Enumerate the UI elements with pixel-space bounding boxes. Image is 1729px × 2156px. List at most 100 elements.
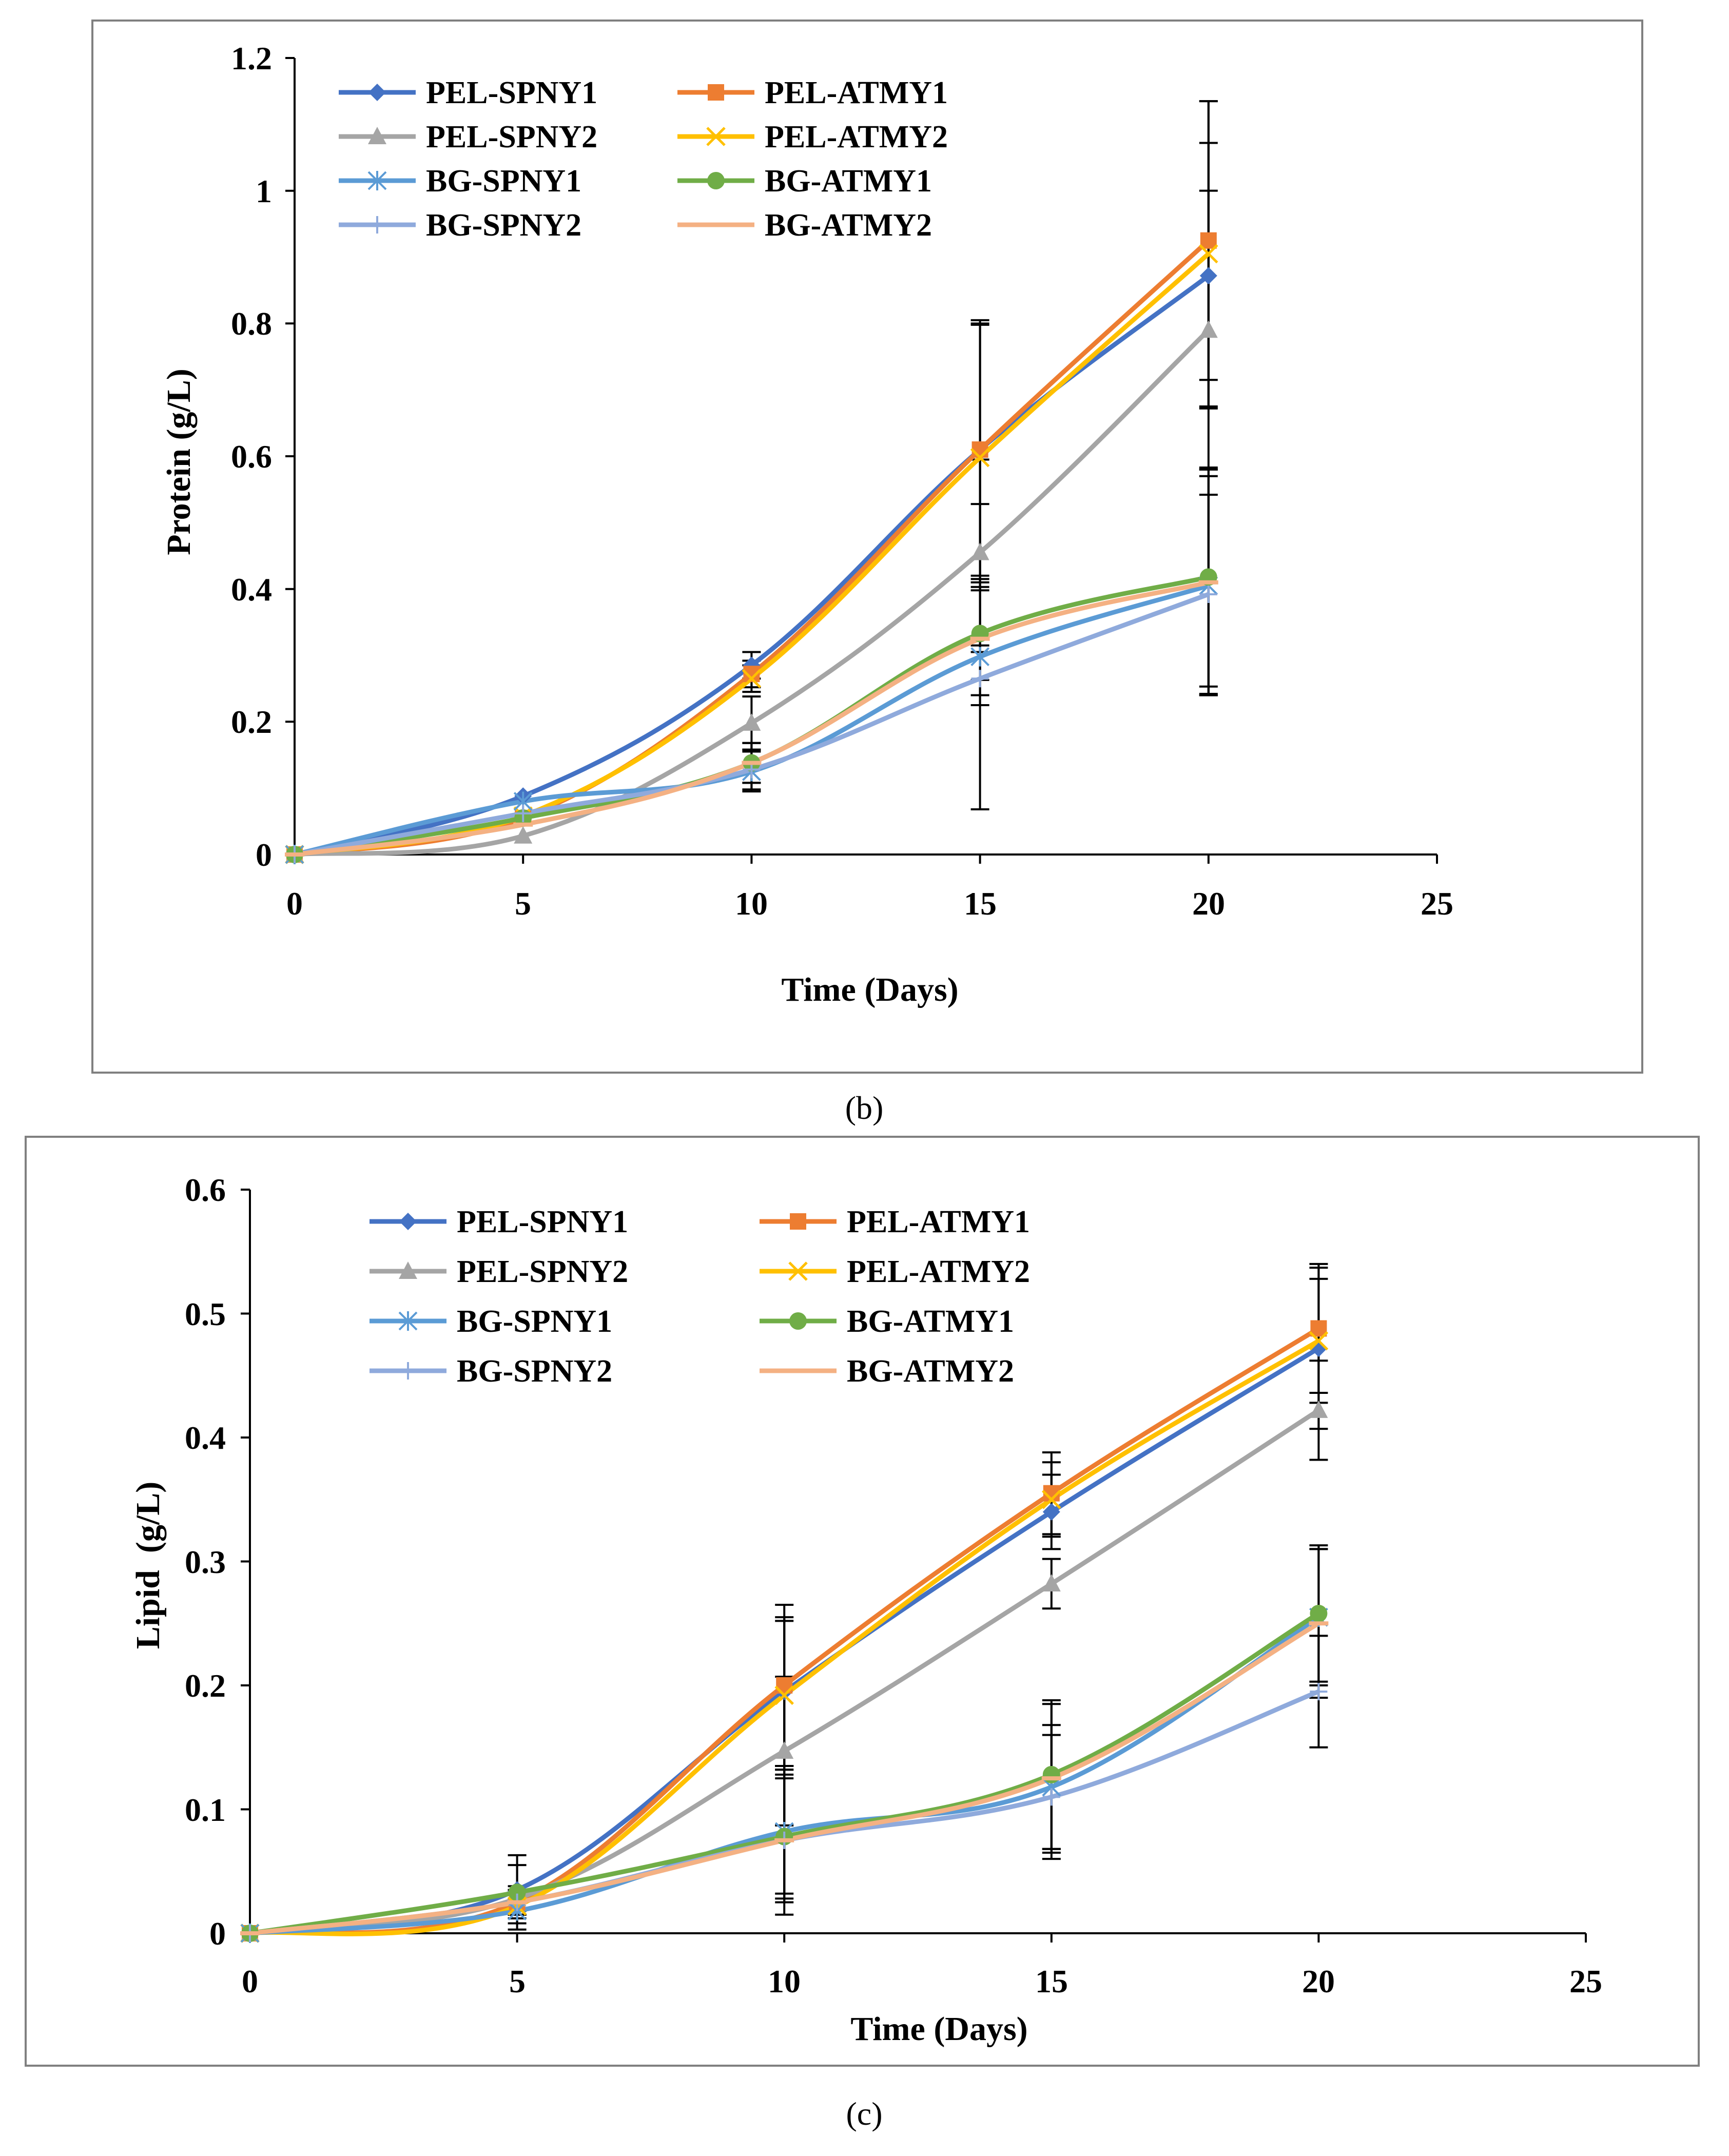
legend: PEL-SPNY1 PEL-ATMY1 PEL-SPNY2 PEL-ATMY2 BG-S… bbox=[339, 75, 948, 243]
legend-label: BG-SPNY1 bbox=[457, 1304, 612, 1339]
legend-marker bbox=[398, 1311, 418, 1331]
x-tick-label: 15 bbox=[1035, 1963, 1068, 1999]
y-tick-label: 0 bbox=[256, 837, 272, 873]
y-tick-label: 0.4 bbox=[231, 571, 272, 608]
y-tick-label: 0.1 bbox=[185, 1792, 226, 1828]
x-tick-label: 15 bbox=[964, 885, 997, 922]
legend-item-pel-atmy2: PEL-ATMY2 bbox=[677, 120, 948, 154]
data-point-pel-atmy2 bbox=[1042, 1489, 1061, 1509]
chart-protein: 0 0.2 0.4 0.6 0.8 1 1.2 0 5 10 15 20 25 … bbox=[91, 20, 1643, 1074]
legend-label: PEL-SPNY1 bbox=[457, 1205, 628, 1239]
data-point-bg-atmy1 bbox=[1310, 1604, 1328, 1622]
legend-marker bbox=[367, 171, 387, 190]
legend-marker bbox=[708, 84, 724, 101]
legend-item-bg-spny1: BG-SPNY1 bbox=[370, 1304, 612, 1339]
data-point-bg-atmy1 bbox=[1042, 1765, 1060, 1783]
data-point-bg-atmy1 bbox=[508, 1883, 526, 1901]
data-point-bg-spny2 bbox=[1199, 586, 1217, 604]
data-point-pel-spny1 bbox=[1042, 1503, 1060, 1521]
data-point-pel-spny2 bbox=[775, 1741, 794, 1759]
legend-label: PEL-SPNY2 bbox=[426, 120, 597, 154]
legend-item-pel-atmy1: PEL-ATMY1 bbox=[677, 75, 948, 110]
x-tick-labels: 0 5 10 15 20 25 bbox=[242, 1963, 1602, 1999]
x-tick-marks bbox=[294, 854, 1438, 864]
legend-label: BG-ATMY1 bbox=[765, 164, 932, 199]
x-axis-label: Time (Days) bbox=[850, 2010, 1027, 2048]
data-point-bg-spny2 bbox=[514, 804, 532, 822]
legend-item-pel-spny2: PEL-SPNY2 bbox=[339, 120, 597, 154]
legend-marker bbox=[789, 1312, 807, 1330]
y-tick-label: 0.3 bbox=[185, 1544, 226, 1580]
legend-item-pel-atmy1: PEL-ATMY1 bbox=[760, 1205, 1030, 1239]
chart-lipid: 0 0.1 0.2 0.3 0.4 0.5 0.6 0 5 10 15 20 2… bbox=[25, 1136, 1700, 2067]
data-point-bg-spny2 bbox=[1310, 1683, 1328, 1701]
legend-label: PEL-SPNY2 bbox=[457, 1254, 628, 1289]
y-tick-marks bbox=[241, 1189, 250, 1934]
data-point-pel-atmy2 bbox=[742, 669, 762, 689]
legend-item-bg-spny2: BG-SPNY2 bbox=[370, 1354, 612, 1389]
data-point-pel-spny2 bbox=[1042, 1574, 1061, 1591]
y-tick-label: 0.8 bbox=[231, 305, 272, 342]
x-tick-marks bbox=[249, 1933, 1587, 1943]
x-tick-label: 5 bbox=[509, 1963, 526, 1999]
legend-marker bbox=[790, 1213, 806, 1230]
legend-marker bbox=[707, 172, 725, 189]
legend-label: PEL-SPNY1 bbox=[426, 75, 597, 110]
x-tick-label: 20 bbox=[1302, 1963, 1335, 1999]
y-tick-label: 1 bbox=[256, 173, 272, 209]
y-tick-label: 0.6 bbox=[231, 438, 272, 475]
legend-marker bbox=[706, 127, 726, 146]
y-tick-label: 0 bbox=[209, 1915, 226, 1952]
y-tick-label: 0.5 bbox=[185, 1296, 226, 1332]
data-point-bg-spny2 bbox=[971, 670, 989, 688]
legend-item-pel-spny1: PEL-SPNY1 bbox=[339, 75, 597, 110]
x-tick-label: 5 bbox=[515, 885, 531, 922]
x-tick-label: 25 bbox=[1569, 1963, 1602, 1999]
data-point-pel-atmy2 bbox=[1199, 244, 1218, 264]
chart-frame bbox=[91, 20, 1643, 1074]
y-tick-label: 0.2 bbox=[231, 704, 272, 740]
x-tick-label: 20 bbox=[1192, 885, 1225, 922]
legend-marker bbox=[399, 1362, 417, 1380]
legend-item-bg-spny1: BG-SPNY1 bbox=[339, 164, 581, 199]
y-tick-label: 0.4 bbox=[185, 1420, 226, 1456]
legend-marker bbox=[399, 1213, 417, 1230]
data-point-pel-spny2 bbox=[1309, 1400, 1328, 1418]
legend-label: BG-SPNY2 bbox=[426, 208, 581, 243]
legend-label: BG-ATMY2 bbox=[847, 1354, 1014, 1389]
y-tick-label: 0.2 bbox=[185, 1667, 226, 1704]
y-tick-label: 1.2 bbox=[231, 40, 272, 76]
caption-c: (c) bbox=[846, 2095, 882, 2132]
data-point-bg-spny1 bbox=[970, 647, 990, 667]
x-tick-label: 25 bbox=[1421, 885, 1453, 922]
series-markers bbox=[240, 1320, 1329, 1943]
chart-frame bbox=[25, 1136, 1700, 2067]
legend-label: BG-SPNY2 bbox=[457, 1354, 612, 1389]
legend-label: BG-ATMY2 bbox=[765, 208, 932, 243]
data-point-pel-atmy2 bbox=[1309, 1331, 1329, 1351]
legend-label: PEL-ATMY1 bbox=[765, 75, 948, 110]
legend-marker bbox=[788, 1261, 808, 1281]
data-point-pel-spny2 bbox=[1199, 320, 1218, 338]
legend-item-pel-spny2: PEL-SPNY2 bbox=[370, 1254, 628, 1289]
data-point-pel-spny1 bbox=[1199, 267, 1217, 285]
x-tick-label: 0 bbox=[286, 885, 303, 922]
legend: PEL-SPNY1 PEL-ATMY1 PEL-SPNY2 PEL-ATMY2 BG-S… bbox=[370, 1205, 1030, 1389]
legend-item-bg-spny2: BG-SPNY2 bbox=[339, 208, 581, 243]
legend-marker bbox=[368, 216, 386, 234]
x-tick-label: 10 bbox=[735, 885, 768, 922]
legend-marker bbox=[368, 84, 386, 101]
y-tick-marks bbox=[285, 57, 295, 856]
legend-item-bg-atmy2: BG-ATMY2 bbox=[677, 208, 932, 243]
legend-label: BG-ATMY1 bbox=[847, 1304, 1014, 1339]
y-axis-label: Protein (g/L) bbox=[160, 368, 198, 555]
data-point-pel-atmy1 bbox=[972, 441, 988, 458]
legend-label: BG-SPNY1 bbox=[426, 164, 581, 199]
x-tick-labels: 0 5 10 15 20 25 bbox=[286, 885, 1453, 922]
x-tick-label: 0 bbox=[242, 1963, 258, 1999]
data-point-pel-spny2 bbox=[742, 713, 761, 731]
data-point-pel-atmy2 bbox=[774, 1685, 794, 1705]
legend-item-bg-atmy1: BG-ATMY1 bbox=[677, 164, 932, 199]
data-point-pel-atmy2 bbox=[970, 448, 990, 468]
